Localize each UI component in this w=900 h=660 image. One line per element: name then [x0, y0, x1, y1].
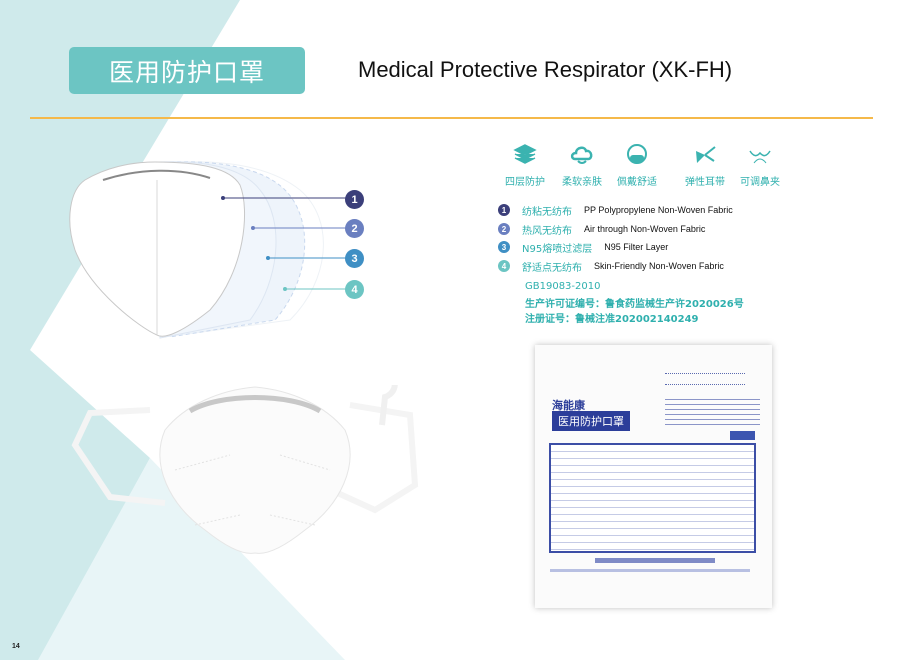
layer-marker-4: 4: [345, 280, 364, 299]
package-title: 医用防护口罩: [552, 411, 630, 431]
layer-name-zh: N95熔喷过滤层: [522, 243, 593, 255]
layer-marker-1: 1: [345, 190, 364, 209]
layer-item-1: 1 纺粘无纺布 PP Polypropylene Non-Woven Fabric: [498, 202, 733, 218]
face-mask-icon: [627, 144, 647, 164]
package-print: [665, 395, 760, 425]
layer-number: 2: [498, 223, 510, 235]
layer-number: 4: [498, 260, 510, 272]
layer-item-3: 3 N95熔喷过滤层 N95 Filter Layer: [498, 239, 668, 255]
layer-name-zh: 热风无纺布: [522, 225, 572, 237]
feature-elastic: 弹性耳带: [673, 143, 737, 188]
package-address: [550, 569, 750, 572]
production-license: 生产许可证编号：鲁食药监械生产许2020026号: [525, 299, 744, 310]
layer-item-4: 4 舒适点无纺布 Skin-Friendly Non-Woven Fabric: [498, 258, 724, 274]
package-label-box: [549, 443, 756, 553]
layer-item-2: 2 热风无纺布 Air through Non-Woven Fabric: [498, 221, 705, 237]
feature-label: 四层防护: [505, 177, 545, 188]
layer-number: 1: [498, 204, 510, 216]
layer-number: 3: [498, 241, 510, 253]
elastic-ear-loop-icon: [696, 146, 716, 163]
layer-marker-3: 3: [345, 249, 364, 268]
feature-label: 弹性耳带: [685, 177, 725, 188]
feature-label: 柔软亲肤: [562, 177, 602, 188]
layer-name-zh: 舒适点无纺布: [522, 262, 582, 274]
package-brand: 海能康: [552, 399, 585, 412]
layers-icon: [513, 144, 537, 164]
page-title-en: Medical Protective Respirator (XK-FH): [358, 57, 733, 82]
nose-clip-icon: [749, 150, 771, 164]
feature-soft: 柔软亲肤: [550, 143, 614, 188]
feature-label: 佩戴舒适: [617, 177, 657, 188]
package-image: 海能康 医用防护口罩: [535, 345, 772, 608]
layer-name-en: Air through Non-Woven Fabric: [584, 224, 706, 234]
registration-number: 注册证号：鲁械注准202002140249: [525, 314, 699, 325]
divider: [30, 117, 873, 119]
layer-name-zh: 纺粘无纺布: [522, 206, 572, 218]
package-company: [595, 558, 715, 563]
feature-nose-clip: 可调鼻夹: [728, 143, 792, 188]
cloud-hand-icon: [570, 146, 593, 164]
layer-name-en: PP Polypropylene Non-Woven Fabric: [584, 205, 733, 215]
page-number: 14: [12, 643, 20, 650]
package-print: [665, 373, 745, 385]
mask-product-image: [71, 385, 419, 554]
mask-layer-diagram: [69, 161, 355, 339]
feature-label: 可调鼻夹: [740, 177, 780, 188]
layer-marker-2: 2: [345, 219, 364, 238]
standard-number: GB19083-2010: [525, 281, 601, 292]
layer-name-en: Skin-Friendly Non-Woven Fabric: [594, 261, 724, 271]
page-title-zh: 医用防护口罩: [69, 47, 305, 94]
layer-name-en: N95 Filter Layer: [604, 242, 669, 252]
package-badge: [730, 431, 755, 440]
feature-comfort: 佩戴舒适: [605, 143, 669, 188]
feature-four-layer: 四层防护: [493, 143, 557, 188]
